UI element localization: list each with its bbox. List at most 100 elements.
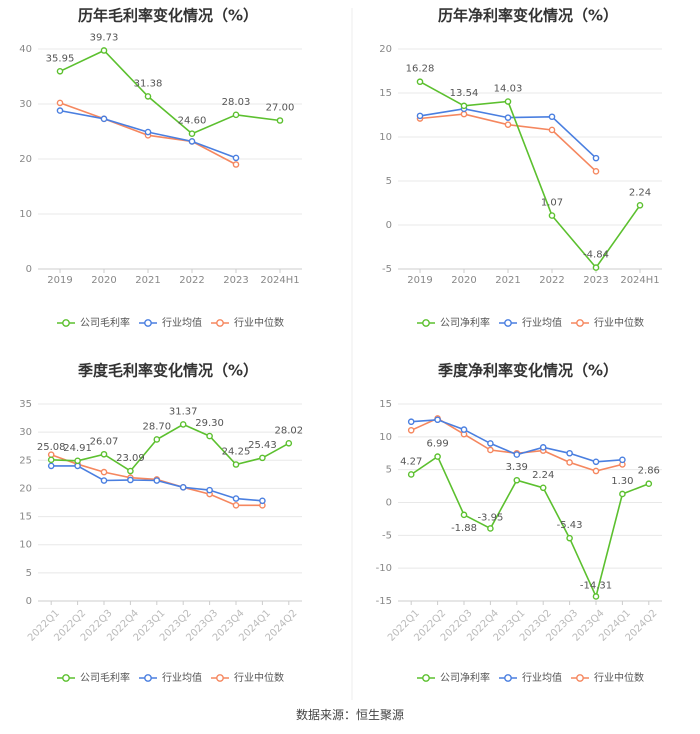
data-point-company bbox=[460, 102, 468, 110]
data-label: 28.70 bbox=[142, 421, 171, 432]
data-point-industry_avg bbox=[179, 484, 187, 491]
data-point-industry_avg bbox=[206, 486, 213, 494]
x-tick-label: 2019 bbox=[407, 275, 432, 286]
chart-panel-4: 季度净利率变化情况（%）-15-10-50510152022Q12022Q220… bbox=[376, 362, 662, 684]
y-tick-label: 15 bbox=[379, 88, 392, 99]
legend-item-company: 公司净利率 bbox=[417, 671, 490, 684]
data-point-company bbox=[232, 111, 240, 119]
data-point-industry_median bbox=[592, 467, 600, 475]
data-point-company bbox=[127, 467, 134, 475]
legend-marker bbox=[144, 674, 152, 682]
legend-label: 公司毛利率 bbox=[80, 671, 130, 684]
data-point-industry_avg bbox=[259, 497, 266, 505]
x-tick-label: 2024H1 bbox=[260, 275, 299, 286]
data-point-company bbox=[636, 201, 644, 209]
y-tick-label: 35 bbox=[19, 399, 32, 410]
data-label: 25.08 bbox=[37, 442, 66, 453]
data-point-company bbox=[592, 593, 600, 600]
data-point-industry_avg bbox=[47, 462, 55, 470]
chart-title: 历年毛利率变化情况（%） bbox=[78, 7, 258, 25]
legend-label: 行业均值 bbox=[162, 671, 202, 684]
data-point-industry_avg bbox=[487, 440, 494, 447]
data-point-industry_median bbox=[100, 468, 108, 476]
data-point-company bbox=[56, 67, 64, 75]
x-tick-label: 2020 bbox=[91, 275, 116, 286]
legend-item-industry_avg: 行业均值 bbox=[499, 671, 562, 684]
y-tick-label: 10 bbox=[379, 132, 392, 143]
data-point-industry_median bbox=[504, 121, 512, 128]
data-label: 31.37 bbox=[169, 406, 198, 417]
legend: 公司净利率 行业均值 行业中位数 bbox=[417, 671, 644, 684]
data-label: 16.28 bbox=[406, 64, 435, 75]
data-source: 数据来源：恒生聚源 bbox=[295, 708, 404, 722]
data-point-company bbox=[487, 525, 494, 532]
legend-label: 公司毛利率 bbox=[80, 316, 130, 329]
y-tick-label: 10 bbox=[379, 432, 392, 443]
data-point-industry_avg bbox=[56, 107, 64, 114]
data-point-company bbox=[619, 490, 626, 498]
data-label: 13.54 bbox=[450, 88, 479, 99]
data-point-industry_avg bbox=[592, 154, 600, 162]
data-point-company bbox=[74, 457, 81, 465]
y-tick-label: 0 bbox=[26, 264, 32, 275]
data-point-company bbox=[539, 484, 547, 492]
data-label: 24.25 bbox=[222, 447, 251, 458]
data-label: 25.43 bbox=[248, 440, 277, 451]
legend: 公司毛利率 行业均值 行业中位数 bbox=[57, 671, 284, 684]
data-point-company bbox=[592, 264, 600, 271]
data-label: -5.43 bbox=[557, 520, 583, 531]
data-label: -3.95 bbox=[477, 512, 503, 523]
data-label: 6.99 bbox=[426, 439, 448, 450]
data-point-company bbox=[259, 454, 266, 462]
data-point-company bbox=[276, 117, 284, 124]
data-point-company bbox=[548, 212, 556, 219]
chart-panel-1: 历年毛利率变化情况（%） 0 10 20 30 40 2019 2020 2021 2022 202… bbox=[19, 7, 302, 329]
data-label: -14.31 bbox=[580, 580, 612, 591]
data-label: 2.24 bbox=[532, 470, 554, 481]
data-point-industry_median bbox=[487, 446, 494, 454]
data-point-company bbox=[416, 78, 424, 86]
series-line-company bbox=[419, 80, 641, 269]
y-tick-label: -5 bbox=[382, 264, 392, 275]
data-point-company bbox=[513, 476, 521, 484]
y-tick-label: 30 bbox=[19, 427, 32, 438]
series-line-company bbox=[51, 423, 290, 473]
data-point-industry_median bbox=[460, 110, 468, 118]
chart-panel-3: 季度毛利率变化情况（%）051015202530352022Q12022Q220… bbox=[19, 362, 303, 685]
data-label: -1.88 bbox=[451, 523, 477, 534]
legend-label: 行业均值 bbox=[522, 671, 562, 684]
legend-item-industry_median: 行业中位数 bbox=[571, 316, 644, 329]
data-point-company bbox=[144, 93, 152, 100]
data-point-company bbox=[100, 47, 108, 54]
data-point-industry_avg bbox=[74, 462, 81, 470]
y-tick-label: 40 bbox=[19, 44, 32, 55]
y-tick-label: -5 bbox=[382, 530, 392, 541]
chart-title: 季度毛利率变化情况（%） bbox=[78, 362, 258, 380]
legend-item-company: 公司净利率 bbox=[417, 316, 490, 329]
legend-marker bbox=[216, 319, 224, 327]
data-label: 28.02 bbox=[274, 425, 303, 436]
legend: 公司净利率 行业均值 行业中位数 bbox=[417, 316, 644, 329]
x-tick-label: 2023 bbox=[223, 275, 248, 286]
legend-marker bbox=[576, 319, 584, 327]
y-tick-label: 30 bbox=[19, 99, 32, 110]
legend-item-industry_median: 行业中位数 bbox=[211, 316, 284, 329]
legend-label: 公司净利率 bbox=[440, 316, 490, 329]
data-label: 23.09 bbox=[116, 453, 145, 464]
data-point-industry_avg bbox=[460, 426, 468, 433]
data-point-industry_median bbox=[548, 126, 556, 134]
series-line-company bbox=[410, 455, 650, 599]
data-label: 27.00 bbox=[266, 103, 295, 114]
data-point-industry_avg bbox=[566, 449, 573, 457]
legend-item-industry_median: 行业中位数 bbox=[211, 671, 284, 684]
data-point-industry_median bbox=[407, 426, 415, 434]
legend-marker bbox=[504, 674, 512, 682]
y-tick-label: -10 bbox=[376, 563, 392, 574]
data-label: 39.73 bbox=[90, 32, 119, 43]
data-point-industry_avg bbox=[592, 458, 600, 466]
data-point-industry_avg bbox=[188, 138, 196, 145]
y-tick-label: 10 bbox=[19, 540, 32, 551]
data-point-industry_avg bbox=[232, 495, 240, 502]
legend-marker bbox=[144, 319, 152, 327]
